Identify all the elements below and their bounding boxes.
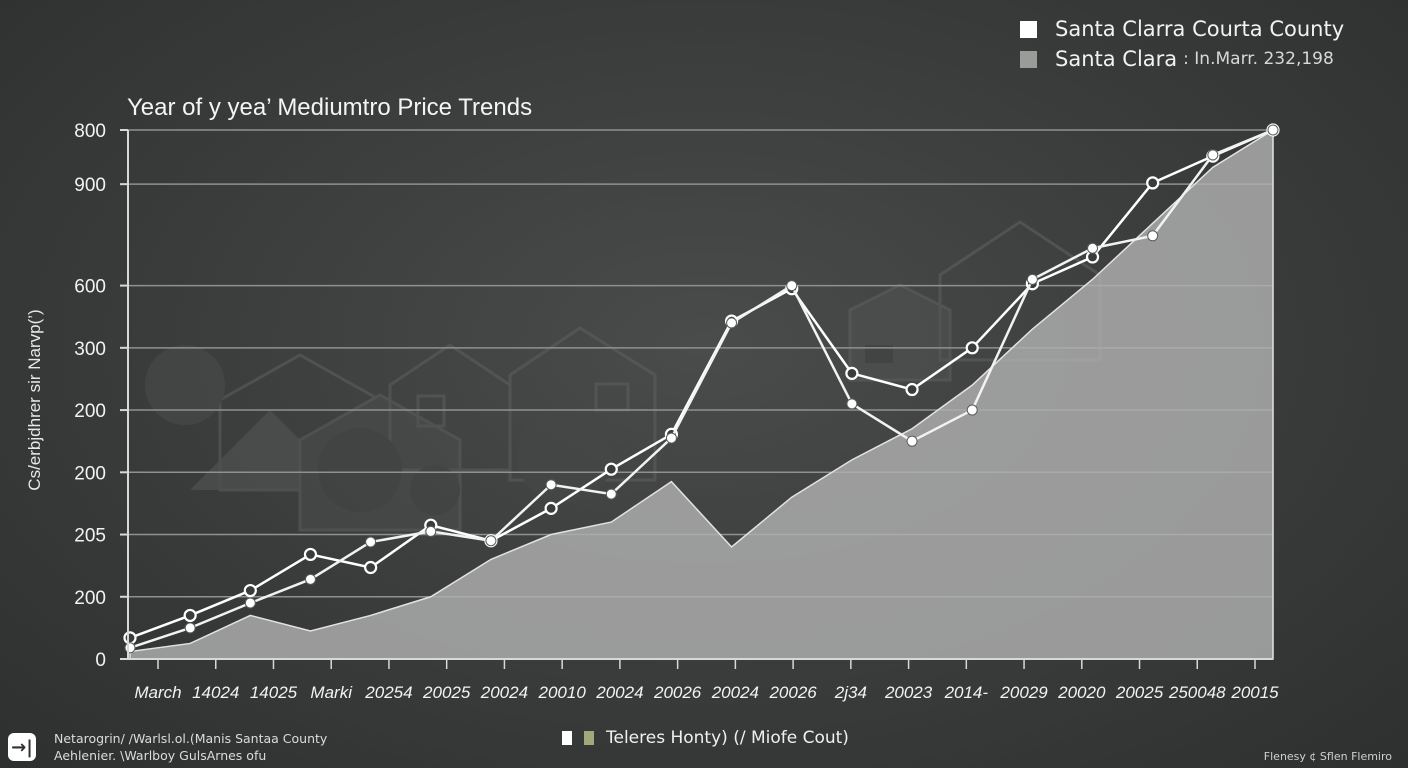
x-tick-label: 20254 [364,683,412,702]
x-tick-label: 20020 [1057,683,1106,702]
data-point-filled [244,597,256,609]
data-point-filled [906,435,918,447]
x-axis-tick-labels: March 14024 14025 Marki 20254 20025 20024 20010… [134,659,1279,702]
data-point-filled [726,317,738,329]
data-point-filled [786,280,798,292]
x-tick-label: 20026 [768,683,817,702]
data-point-open [965,341,979,355]
y-tick-label: 200 [74,401,106,422]
area-series-2 [129,128,1274,660]
legend: Santa Clarra Courta County Santa Clara :… [1020,14,1344,74]
data-point-filled [1207,149,1219,161]
data-point-open [303,547,318,562]
y-tick-label: 205 [74,526,106,547]
x-tick-label: 20024 [480,683,528,702]
legend-label: Santa Clara [1055,47,1178,71]
data-point-filled [1026,273,1038,285]
data-point-filled [966,404,978,416]
legend-swatch-white [1020,20,1037,38]
data-point-filled [485,535,497,547]
x-tick-label: 2j34 [834,683,867,702]
data-point-open [905,382,919,397]
data-point-filled [124,642,136,654]
footer-legend-swatch-white [562,731,572,745]
credit-text: Flenesу ¢ Sflen Flemiro [1263,750,1392,763]
data-point-open [544,501,558,515]
source-line-2: Aehlenier. \Warlboy GulsArnes ofu [54,748,267,763]
y-tick-label: 900 [74,175,106,196]
x-tick-label: March [134,683,181,702]
legend-swatch-gray [1020,50,1037,68]
x-tick-label: 2014- [944,683,989,702]
footer-legend-swatch-olive [584,731,594,745]
data-point-open [1146,176,1160,190]
chart-title: Year of y yea’ Mediumtro Price Trends [127,94,532,121]
data-point-open [123,631,137,645]
legend-item: Santa Clarra Courta County [1020,14,1344,44]
source-text: Netarogrin/ /Warlsl.ol.(Manis Santaa Cou… [54,730,327,764]
x-tick-label: 250048 [1168,683,1226,702]
y-tick-label: 200 [74,463,106,484]
x-tick-label: 20024 [595,683,643,702]
series-layer [123,123,1280,660]
line-series-0 [129,128,1274,640]
y-tick-label: 600 [74,277,106,298]
source-credit: →| Netarogrin/ /Warlsl.ol.(Manis Santaa … [8,730,327,764]
x-tick-label: 20029 [999,683,1048,702]
data-point-filled [425,525,437,537]
data-point-open [364,560,378,575]
data-point-filled [545,479,557,491]
data-point-filled [365,536,377,548]
legend-item: Santa Clara : In.Marr. 232,198 [1020,44,1344,74]
y-tick-label: 300 [74,339,106,360]
source-line-1: Netarogrin/ /Warlsl.ol.(Manis Santaa Cou… [54,731,328,746]
data-point-open [183,608,197,623]
legend-sublabel: : In.Marr. 232,198 [1183,49,1334,69]
y-tick-label: 800 [74,121,106,142]
x-tick-label: Marki [310,683,353,702]
legend-label: Santa Clarra Courta County [1055,17,1345,41]
x-tick-label: 20023 [884,683,933,702]
footer-legend: Teleres Honty) (/ Miofe Cout) [562,728,849,748]
line-series-1 [129,128,1274,649]
data-point-filled [665,432,677,444]
x-tick-label: 14024 [192,683,239,702]
data-point-filled [1147,230,1159,242]
data-point-filled [184,622,196,634]
x-tick-label: 20010 [538,683,587,702]
data-point-filled [846,398,858,410]
data-point-filled [304,573,316,585]
x-tick-label: 20015 [1230,683,1279,702]
x-tick-label: 20025 [422,683,471,702]
data-point-filled [1267,124,1279,136]
y-tick-label: 0 [95,650,106,671]
footer-legend-label: Teleres Honty) (/ Miofe Cout) [606,728,849,748]
x-tick-label: 20026 [653,683,702,702]
data-point-filled [605,488,617,500]
x-tick-label: 20025 [1115,683,1164,702]
data-point-filled [1087,242,1099,254]
x-tick-label: 14025 [250,683,298,702]
y-tick-label: 200 [74,588,106,609]
logout-arrow-icon[interactable]: →| [8,733,36,761]
y-axis-tick-labels: 800 900 600 300 200 200 205 200 0 [74,121,106,671]
data-point-open [604,462,618,476]
x-tick-label: 20024 [711,683,759,702]
data-point-open [845,366,859,380]
y-axis-label: Cs/erbjdhrer sir Narvp(’) [25,309,44,490]
data-point-open [243,583,257,598]
